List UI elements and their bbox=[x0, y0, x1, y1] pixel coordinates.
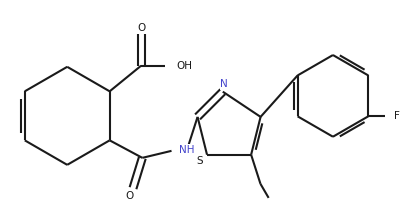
Text: O: O bbox=[137, 23, 145, 33]
Text: F: F bbox=[394, 111, 400, 121]
Text: O: O bbox=[125, 191, 134, 201]
Text: S: S bbox=[196, 156, 203, 166]
Text: N: N bbox=[220, 79, 228, 89]
Text: NH: NH bbox=[179, 145, 195, 155]
Text: OH: OH bbox=[176, 61, 192, 71]
